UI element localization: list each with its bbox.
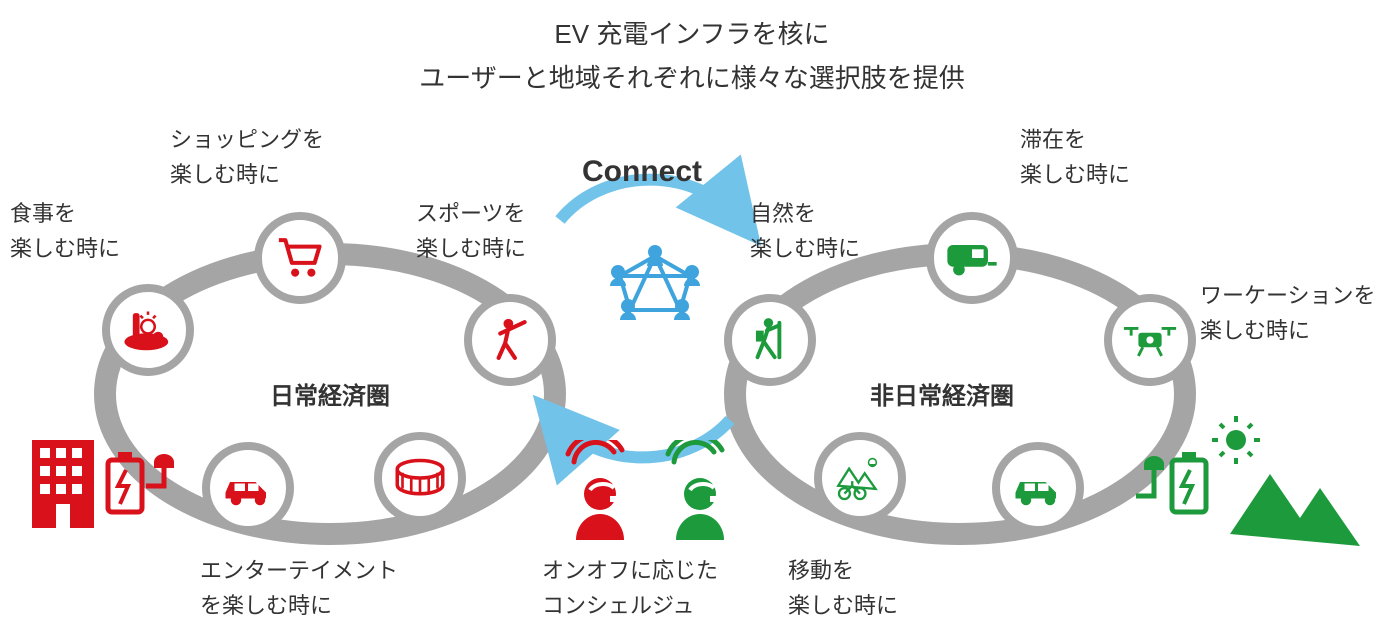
label-line: ショッピングを — [170, 122, 324, 157]
hiker-icon — [745, 313, 795, 367]
label-workation: ワーケーションを 楽しむ時に — [1200, 278, 1376, 348]
label-line: 楽しむ時に — [416, 231, 526, 266]
stadium-icon — [392, 453, 448, 503]
label-line: エンターテイメント — [200, 553, 398, 588]
label-shopping: ショッピングを 楽しむ時に — [170, 122, 324, 192]
label-line: 楽しむ時に — [170, 157, 324, 192]
concierge-red-icon — [562, 440, 640, 540]
label-line: 食事を — [10, 196, 120, 231]
node-travel — [814, 432, 906, 524]
camper-icon — [943, 237, 1001, 279]
label-line: 楽しむ時に — [10, 231, 120, 266]
label-line: コンシェルジュ — [542, 588, 718, 623]
node-sports — [464, 294, 556, 386]
food-icon — [121, 303, 175, 357]
label-line: 楽しむ時に — [788, 588, 898, 623]
node-stay — [926, 212, 1018, 304]
label-line: 移動を — [788, 553, 898, 588]
label-stay: 滞在を 楽しむ時に — [1020, 122, 1130, 192]
label-line: を楽しむ時に — [200, 588, 398, 623]
label-line: 楽しむ時に — [1020, 157, 1130, 192]
label-travel: 移動を 楽しむ時に — [788, 553, 898, 623]
node-car-green — [992, 442, 1084, 534]
node-workation — [1104, 294, 1196, 386]
right-ring-title: 非日常経済圏 — [870, 378, 1014, 416]
network-icon — [600, 238, 710, 328]
node-food — [102, 284, 194, 376]
label-nature: 自然を 楽しむ時に — [750, 196, 860, 266]
cart-icon — [274, 232, 326, 284]
car-icon — [218, 468, 278, 508]
label-concierge: オンオフに応じた コンシェルジュ — [542, 553, 718, 623]
connect-label: Connect — [582, 148, 702, 196]
left-side-icons — [26, 416, 186, 536]
node-shopping — [254, 212, 346, 304]
car-icon — [1008, 468, 1068, 508]
outdoor-icon — [832, 453, 888, 503]
node-nature — [724, 294, 816, 386]
label-line: スポーツを — [416, 196, 526, 231]
label-line: 滞在を — [1020, 122, 1130, 157]
node-car-red — [202, 442, 294, 534]
label-entertainment: エンターテイメント を楽しむ時に — [200, 553, 398, 623]
node-stadium — [374, 432, 466, 524]
drone-icon — [1121, 318, 1179, 362]
label-food: 食事を 楽しむ時に — [10, 196, 120, 266]
right-side-icons — [1130, 416, 1370, 546]
label-line: 楽しむ時に — [1200, 313, 1376, 348]
left-ring-title: 日常経済圏 — [270, 378, 390, 416]
label-line: オンオフに応じた — [542, 553, 718, 588]
concierge-green-icon — [662, 440, 740, 540]
golf-icon — [484, 314, 536, 366]
label-line: ワーケーションを — [1200, 278, 1376, 313]
label-line: 自然を — [750, 196, 860, 231]
label-sports: スポーツを 楽しむ時に — [416, 196, 526, 266]
label-line: 楽しむ時に — [750, 231, 860, 266]
